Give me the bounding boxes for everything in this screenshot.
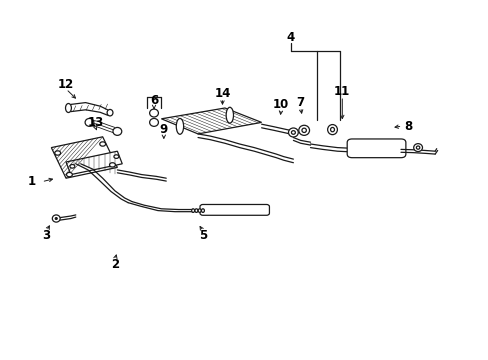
Ellipse shape [327, 125, 337, 135]
Ellipse shape [176, 118, 183, 134]
Text: 14: 14 [214, 87, 230, 100]
Ellipse shape [107, 109, 113, 116]
Ellipse shape [70, 165, 75, 168]
Polygon shape [161, 108, 261, 134]
Text: 10: 10 [272, 98, 289, 111]
Ellipse shape [191, 209, 194, 212]
FancyBboxPatch shape [346, 139, 405, 158]
Text: 4: 4 [286, 31, 294, 44]
Ellipse shape [225, 107, 233, 123]
Ellipse shape [416, 146, 419, 149]
Text: 8: 8 [404, 120, 411, 132]
Ellipse shape [65, 104, 71, 112]
Ellipse shape [55, 217, 57, 219]
Ellipse shape [302, 128, 305, 132]
Ellipse shape [298, 125, 309, 135]
Ellipse shape [201, 209, 204, 212]
Ellipse shape [114, 155, 119, 158]
Text: 12: 12 [58, 78, 74, 91]
Text: 11: 11 [333, 85, 350, 98]
Ellipse shape [288, 128, 298, 137]
Ellipse shape [100, 142, 105, 146]
Ellipse shape [413, 144, 422, 152]
Ellipse shape [109, 163, 115, 167]
Polygon shape [66, 151, 122, 175]
Text: 9: 9 [160, 123, 167, 136]
Ellipse shape [330, 127, 334, 132]
Polygon shape [51, 137, 117, 178]
Ellipse shape [52, 215, 60, 222]
Text: 2: 2 [111, 258, 119, 271]
Ellipse shape [149, 118, 158, 126]
Ellipse shape [195, 209, 198, 212]
Text: 1: 1 [28, 175, 36, 188]
Ellipse shape [113, 127, 122, 135]
Ellipse shape [66, 172, 72, 177]
Ellipse shape [149, 109, 158, 117]
Text: 3: 3 [42, 229, 50, 242]
Text: 7: 7 [296, 96, 304, 109]
Ellipse shape [198, 209, 201, 212]
Text: 5: 5 [199, 229, 206, 242]
Ellipse shape [55, 151, 61, 155]
FancyBboxPatch shape [200, 204, 269, 215]
Text: 13: 13 [87, 116, 103, 129]
Text: 6: 6 [150, 94, 158, 107]
Ellipse shape [85, 118, 94, 126]
Ellipse shape [291, 131, 295, 134]
